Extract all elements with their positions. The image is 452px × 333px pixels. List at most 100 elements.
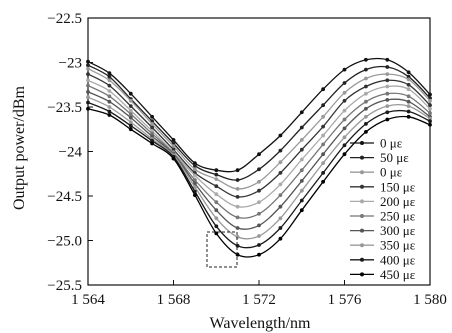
data-point [299, 188, 304, 193]
data-point [214, 208, 219, 213]
data-point [257, 200, 261, 205]
series-4 [86, 78, 432, 209]
data-point [257, 252, 261, 257]
legend-marker [360, 170, 364, 175]
data-point [299, 147, 304, 152]
data-point [257, 211, 261, 216]
data-point [321, 103, 325, 108]
legend-label: 50 με [380, 150, 409, 165]
data-point [406, 87, 411, 92]
data-point [257, 234, 261, 238]
legend-marker [360, 214, 364, 218]
data-point [235, 168, 240, 173]
data-point [128, 123, 133, 128]
data-point [235, 235, 240, 239]
data-point [364, 84, 368, 89]
legend-marker [360, 257, 364, 262]
data-point [406, 74, 411, 79]
x-axis: 1 564 1 568 1 572 1 576 1 580 [71, 280, 447, 308]
data-point [342, 98, 347, 103]
data-point [321, 171, 325, 175]
data-point [364, 122, 368, 126]
series-2 [86, 66, 432, 191]
legend-item: 250 με [350, 209, 416, 224]
data-point [278, 193, 283, 198]
data-point [342, 143, 347, 148]
x-tick-label: 1 564 [71, 292, 105, 308]
data-point [321, 142, 325, 147]
y-tick-label: −22.5 [47, 11, 82, 27]
x-axis-title: Wavelength/nm [210, 315, 311, 332]
legend-marker [360, 228, 364, 233]
data-point [214, 200, 219, 205]
data-point [257, 152, 261, 157]
data-point [86, 95, 90, 100]
data-point [86, 63, 90, 68]
data-point [406, 82, 411, 87]
data-point [107, 99, 112, 104]
data-point [171, 156, 176, 161]
data-point [364, 67, 368, 72]
data-point [193, 185, 197, 190]
data-point [406, 114, 411, 119]
data-point [171, 138, 176, 142]
data-point [406, 104, 411, 108]
data-point [299, 157, 304, 162]
y-tick-label: −23 [59, 56, 82, 72]
data-point [150, 141, 155, 146]
data-point [385, 104, 390, 108]
data-point [86, 100, 90, 105]
data-point [278, 182, 283, 187]
data-point [364, 91, 368, 96]
data-point [128, 91, 133, 96]
data-point [257, 167, 261, 172]
data-point [428, 106, 432, 111]
data-point [299, 125, 304, 130]
x-tick-label: 1 576 [328, 292, 362, 308]
x-tick-label: 1 580 [413, 292, 447, 308]
data-point [107, 83, 112, 88]
data-point [342, 67, 347, 72]
data-point [428, 119, 432, 124]
legend-label: 0 με [380, 136, 403, 151]
series-0 [86, 57, 432, 173]
legend-marker [360, 184, 364, 189]
data-point [321, 133, 325, 138]
legend-item: 150 με [350, 179, 416, 194]
data-point [235, 226, 240, 230]
data-point [128, 98, 133, 103]
legend-label: 150 με [380, 179, 416, 194]
data-point [128, 115, 133, 120]
data-point [86, 72, 90, 76]
data-point [428, 92, 432, 97]
data-point [299, 168, 304, 173]
data-point [150, 131, 155, 136]
legend-item: 350 με [350, 238, 416, 253]
data-point [214, 216, 219, 221]
series-line [87, 85, 431, 219]
y-tick-label: −24 [59, 145, 83, 161]
data-point [107, 78, 112, 83]
legend-item: 0 με [350, 165, 403, 180]
data-point [406, 109, 411, 114]
data-point [193, 163, 197, 168]
legend-item: 0 με [350, 136, 403, 151]
series-layer [86, 57, 432, 258]
data-point [428, 103, 432, 108]
legend-item: 200 με [350, 194, 416, 209]
data-point [107, 113, 112, 117]
data-point [342, 152, 347, 157]
y-axis: −22.5 −23 −23.5 −24 −24.5 −25.0 −25.5 [47, 11, 93, 294]
data-point [342, 135, 347, 140]
data-point [342, 117, 347, 122]
y-axis-title: Output power/dBm [11, 85, 28, 210]
legend-label: 0 με [380, 165, 403, 180]
data-point [321, 114, 325, 119]
data-point [193, 181, 197, 186]
legend-item: 50 με [350, 150, 409, 165]
data-point [278, 204, 283, 209]
legend-item: 300 με [350, 223, 416, 238]
data-point [299, 110, 304, 115]
data-point [406, 77, 411, 82]
